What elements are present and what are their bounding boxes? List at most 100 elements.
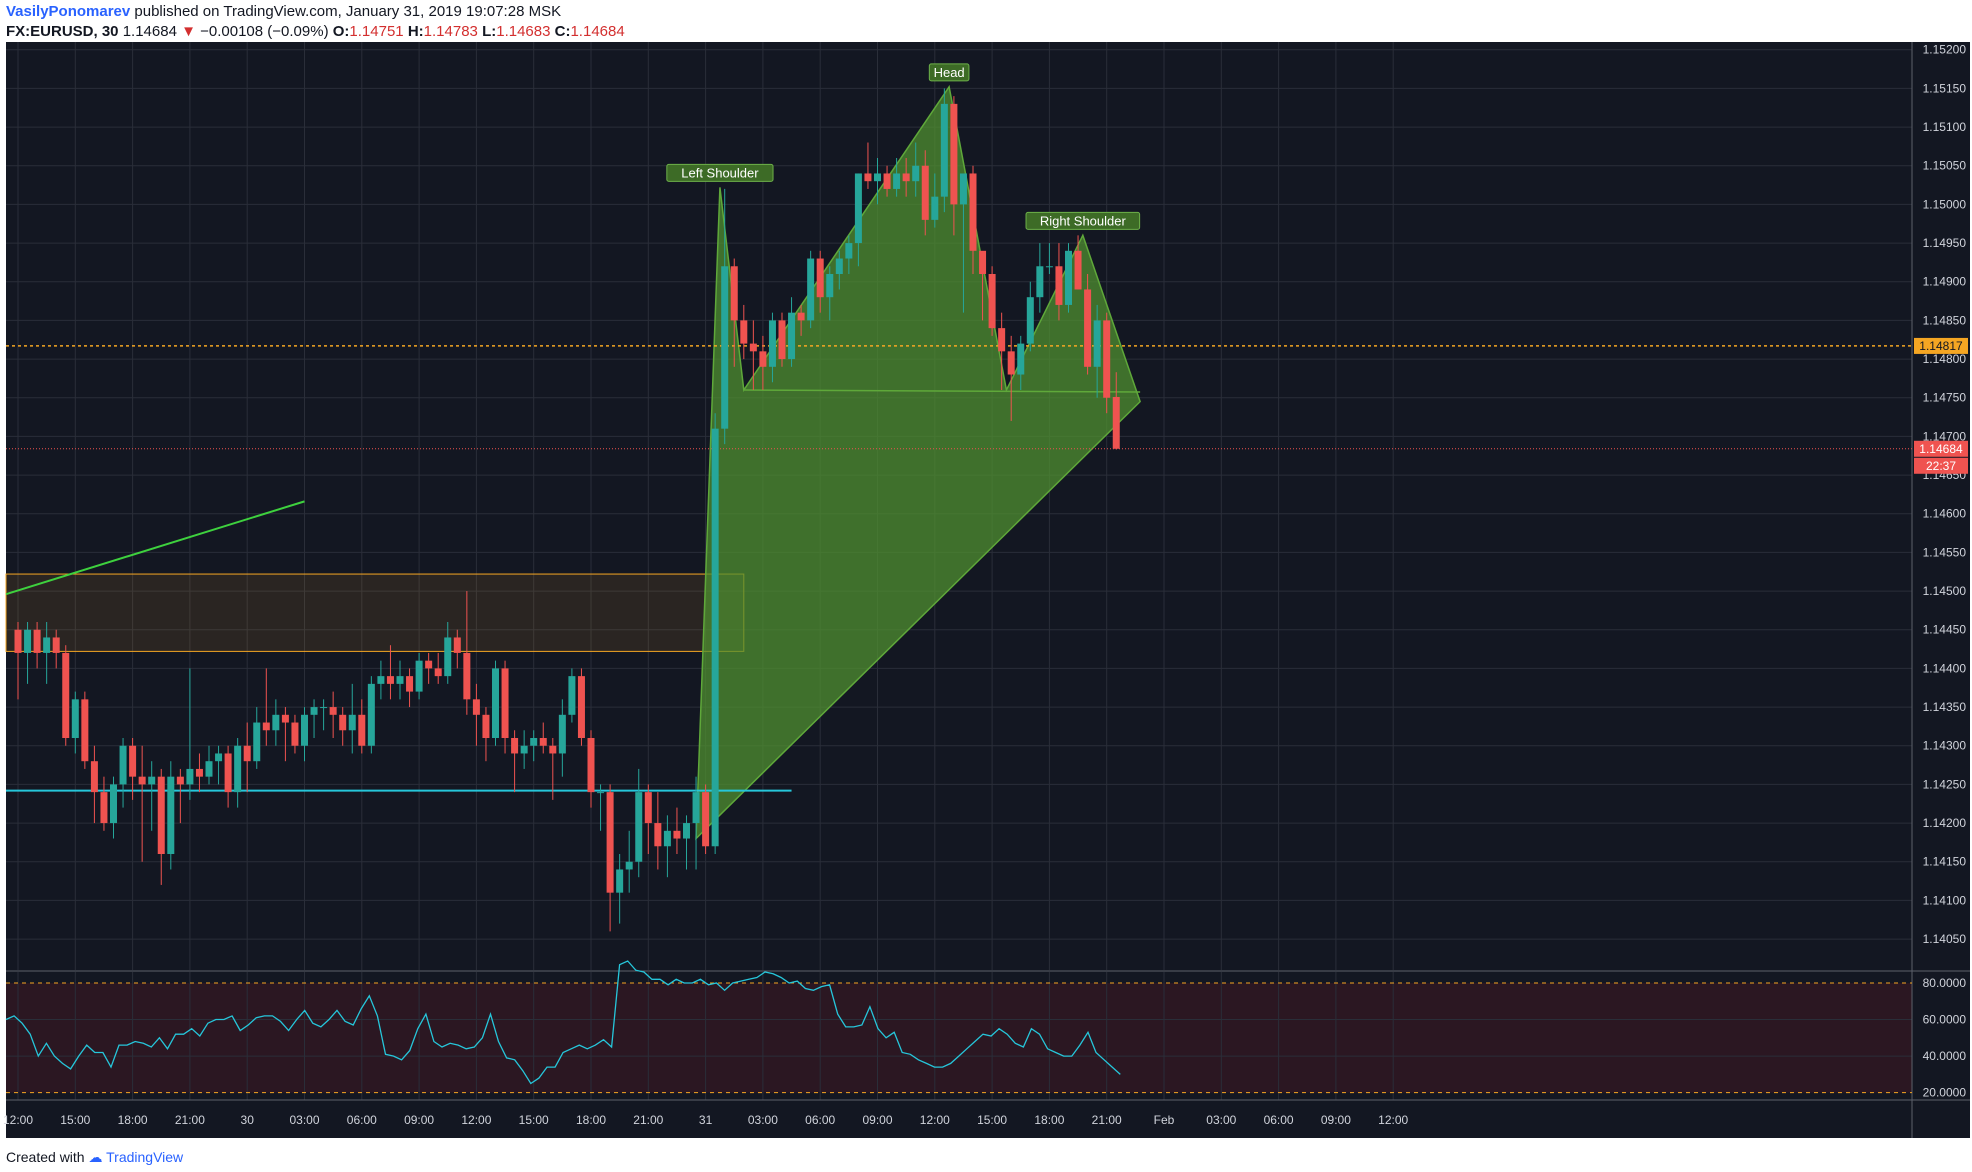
candle-body	[329, 707, 337, 715]
price-tick-label: 1.15100	[1923, 120, 1967, 134]
candle-body	[1007, 351, 1015, 375]
time-tick-label: 06:00	[805, 1113, 835, 1127]
price-tick-label: 1.14300	[1923, 739, 1967, 753]
rsi-tick-label: 60.0000	[1923, 1013, 1967, 1027]
candle-body	[396, 676, 404, 684]
candle-body	[568, 676, 576, 715]
published-text: published on TradingView.com, January 31…	[134, 3, 562, 20]
last-price-badge-bg	[1914, 440, 1968, 457]
time-tick-label: 15:00	[519, 1113, 549, 1127]
candle-body	[883, 173, 891, 189]
candle-body	[683, 823, 690, 839]
supply-zone-rect	[5, 573, 745, 652]
pattern-shape	[695, 84, 1141, 841]
candle-body	[1036, 266, 1044, 298]
candle-body	[874, 173, 881, 182]
trend-line	[5, 500, 305, 596]
open-label: O:	[332, 23, 350, 40]
candle-body	[1093, 320, 1101, 367]
candle-body	[320, 707, 328, 709]
candle-body	[940, 103, 948, 197]
close-value: 1.14684	[570, 23, 625, 40]
candle-body	[71, 699, 79, 738]
candle-body	[826, 274, 834, 298]
price-tick-label: 1.14100	[1923, 893, 1967, 907]
candle-body	[788, 312, 796, 360]
pattern-labels: Left Shoulder Head Right Shoulder	[666, 63, 1141, 230]
candle-body	[377, 676, 385, 684]
candle-body	[176, 776, 184, 785]
time-tick-label: 12:00	[1378, 1113, 1408, 1127]
candle-body	[406, 676, 414, 692]
candle-body	[253, 722, 261, 762]
candle-body	[864, 173, 872, 182]
label-right-shoulder: Right Shoulder	[1040, 213, 1127, 228]
candle-body	[24, 629, 32, 653]
candle-body	[272, 714, 280, 731]
tradingview-link[interactable]: TradingView	[106, 1149, 184, 1165]
high-label: H:	[407, 23, 424, 40]
candle-body	[472, 699, 480, 715]
candle-body	[434, 668, 442, 677]
candle-body	[148, 776, 156, 785]
candle-body	[587, 738, 595, 793]
candle-body	[768, 320, 776, 367]
candle-body	[988, 274, 996, 329]
candle-body	[835, 258, 843, 274]
candle-body	[654, 823, 662, 847]
time-tick-label: 03:00	[1206, 1113, 1236, 1127]
symbol-label: FX:EURUSD, 30	[6, 23, 119, 40]
time-axis[interactable]: 12:00 15:00 18:00 21:00 30 03:00 06:00 09:00 12:…	[3, 1113, 1409, 1127]
candle-body	[969, 173, 977, 251]
candle-body	[759, 351, 767, 367]
change-arrow: ▼	[181, 23, 196, 40]
price-tick-label: 1.14450	[1923, 623, 1967, 637]
candle-body	[673, 830, 681, 839]
price-tick-label: 1.14400	[1923, 661, 1967, 675]
price-axis[interactable]: 1.15200 1.15150 1.15100 1.15050 1.15000 1.149…	[1914, 43, 1968, 1100]
label-head: Head	[934, 65, 965, 80]
candle-body	[931, 196, 939, 220]
open-value: 1.14751	[349, 23, 404, 40]
candle-body	[558, 714, 566, 754]
label-left-shoulder: Left Shoulder	[681, 165, 759, 180]
resistance-price-badge: 1.14817	[1919, 339, 1963, 353]
publish-line: VasilyPonomarev published on TradingView…	[6, 2, 1966, 22]
candle-body	[606, 792, 614, 893]
candle-body	[950, 103, 958, 205]
price-tick-label: 1.15200	[1923, 43, 1967, 57]
price-tick-label: 1.14800	[1923, 352, 1967, 366]
tradingview-logo-icon: ☁	[88, 1149, 103, 1165]
candle-body	[1084, 289, 1092, 367]
candle-body	[90, 761, 98, 793]
time-tick-label: 21:00	[175, 1113, 205, 1127]
price-tick-label: 1.14700	[1923, 429, 1967, 443]
time-tick-label: 21:00	[633, 1113, 663, 1127]
rsi-pane	[5, 960, 1912, 1094]
chart-header: VasilyPonomarev published on TradingView…	[6, 2, 1966, 42]
last-price: 1.14684	[122, 23, 177, 40]
candle-body	[301, 714, 308, 746]
label-head-box	[928, 63, 970, 82]
candle-body	[205, 761, 213, 777]
candle-body	[797, 312, 805, 321]
candle-body	[530, 738, 538, 746]
candle-body	[33, 629, 41, 653]
candle-body	[730, 266, 738, 321]
created-with-text: Created with	[6, 1149, 85, 1165]
time-tick-label: 15:00	[977, 1113, 1007, 1127]
price-tick-label: 1.14850	[1923, 313, 1967, 327]
author-link[interactable]: VasilyPonomarev	[6, 3, 131, 20]
candle-body	[43, 637, 51, 653]
candle-body	[721, 266, 729, 429]
time-tick-label: 09:00	[404, 1113, 434, 1127]
candle-body	[463, 652, 471, 700]
rsi-tick-label: 80.0000	[1923, 976, 1967, 990]
candle-body	[52, 637, 60, 653]
time-tick-label: 31	[699, 1113, 713, 1127]
price-tick-label: 1.14600	[1923, 507, 1967, 521]
candle-body	[692, 792, 700, 824]
candle-body	[893, 173, 901, 189]
time-tick-label: 06:00	[347, 1113, 377, 1127]
